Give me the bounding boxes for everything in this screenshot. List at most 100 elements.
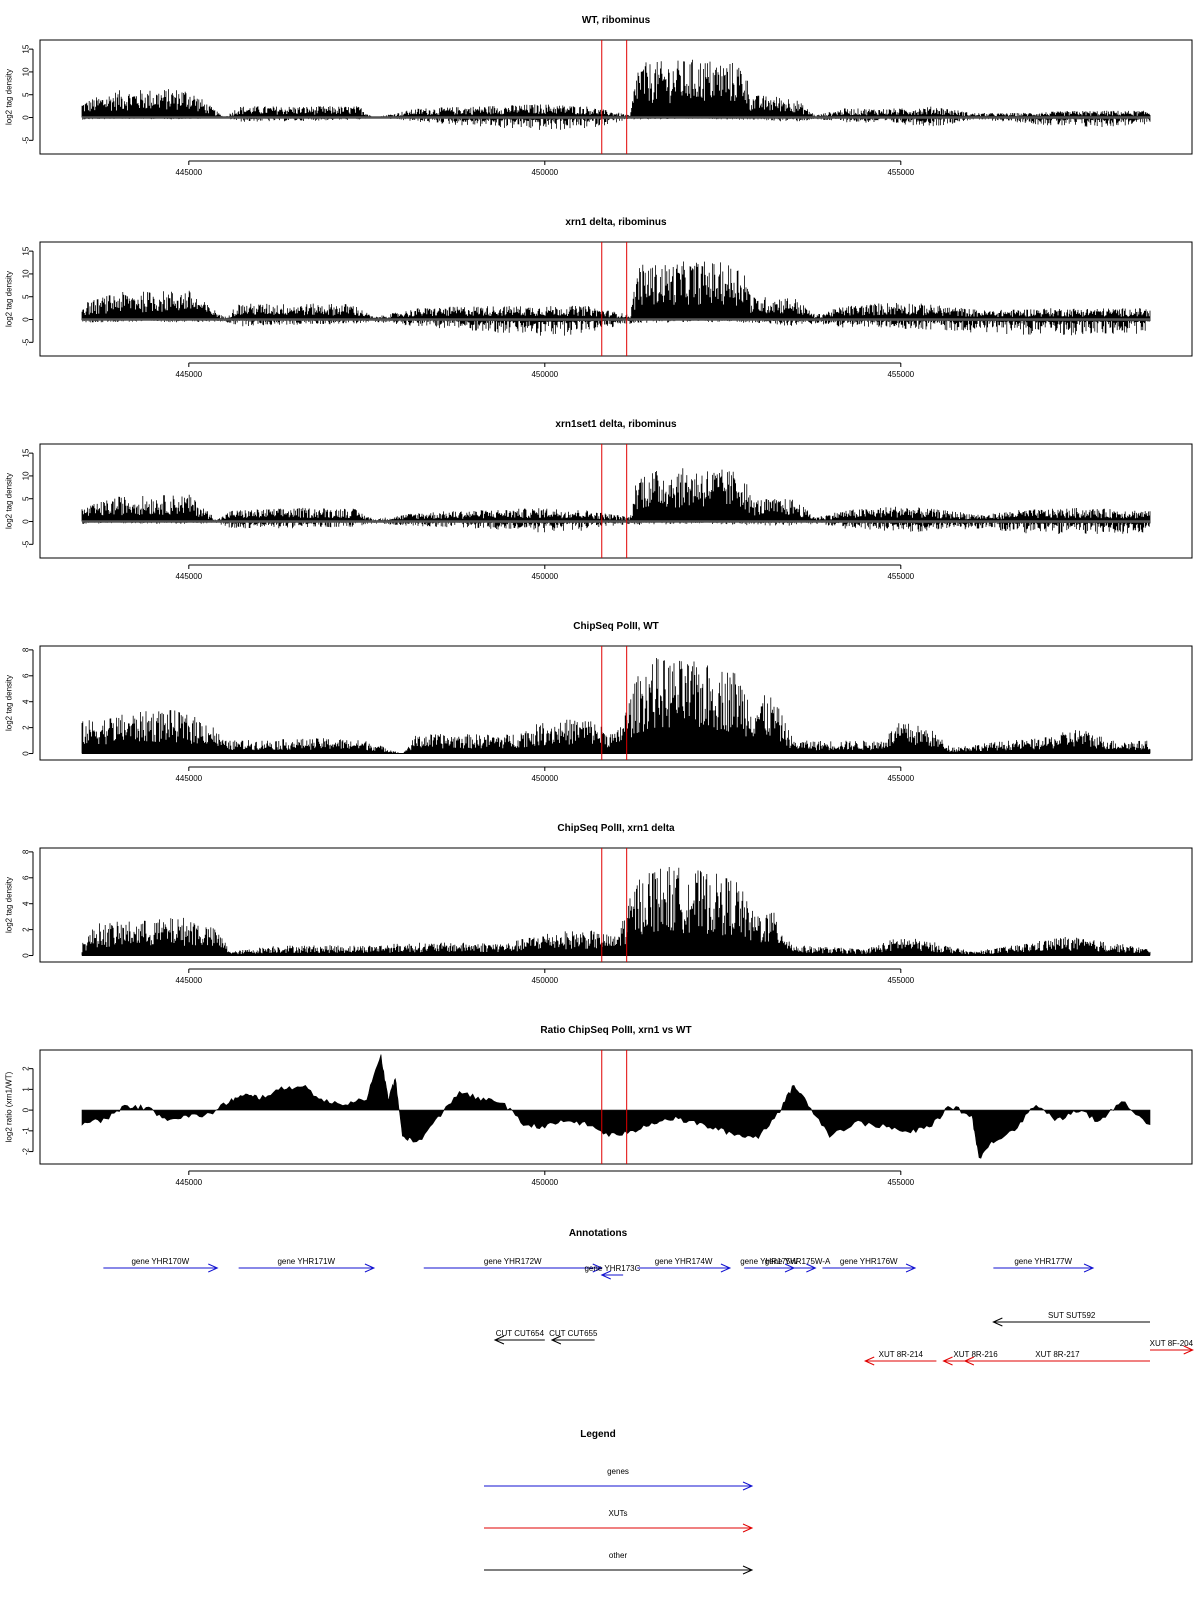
y-axis: -5 0 5 10 15	[22, 246, 34, 346]
annotation-feature: gene YHR176W	[822, 1257, 917, 1273]
panel-title: xrn1 delta, ribominus	[565, 217, 667, 228]
chart-panel-4: ChipSeq PolII, WT 0 2 4 6 8 log2 tag density 44…	[5, 621, 1193, 783]
arrow-head	[600, 1270, 611, 1280]
x-axis: 445000 450000 455000	[175, 968, 915, 985]
arrow-head	[208, 1263, 219, 1273]
data-marks	[81, 646, 1151, 760]
y-axis-label: log2 tag density	[5, 877, 14, 933]
y-tick-label: 15	[22, 448, 31, 457]
y-tick-label: 0	[22, 751, 31, 756]
y-tick-label: 10	[22, 269, 31, 278]
signal-bars	[81, 59, 1151, 130]
x-tick-label: 445000	[175, 370, 202, 379]
panel-title: WT, ribominus	[582, 15, 651, 26]
x-tick-label: 445000	[175, 774, 202, 783]
data-marks	[81, 1050, 1151, 1164]
arrow-head	[905, 1263, 917, 1273]
feature-label: gene YHR175W-A	[765, 1257, 831, 1266]
legend: Legend genes XUTs other	[484, 1429, 754, 1575]
annotation-feature: gene YHR175W-A	[765, 1257, 831, 1273]
x-tick-label: 445000	[175, 168, 202, 177]
plot-frame	[39, 241, 1193, 357]
y-axis: -5 0 5 10 15	[22, 44, 34, 144]
ratio-area	[81, 1054, 1151, 1159]
y-tick-label: 10	[22, 67, 31, 76]
feature-label: gene YHR176W	[840, 1257, 898, 1266]
x-tick-label: 450000	[531, 572, 558, 581]
x-tick-label: 445000	[175, 1178, 202, 1187]
y-tick-label: 4	[22, 901, 31, 906]
y-tick-label: 8	[22, 849, 31, 854]
x-tick-label: 450000	[531, 168, 558, 177]
x-axis: 445000 450000 455000	[175, 564, 915, 581]
arrow-head	[992, 1317, 1003, 1327]
panel-title: xrn1set1 delta, ribominus	[555, 419, 677, 430]
annotation-feature: gene YHR177W	[993, 1257, 1095, 1273]
chart-panel-5: ChipSeq PolII, xrn1 delta 0 2 4 6 8 log2 tag d…	[5, 823, 1193, 985]
feature-label: CUT CUT655	[549, 1329, 598, 1338]
y-tick-label: 2	[22, 927, 31, 932]
y-tick-label: 2	[22, 725, 31, 730]
y-tick-label: -5	[22, 136, 31, 144]
annotation-feature: XUT 8R-217	[963, 1350, 1150, 1366]
annotation-feature: XUT 8R-216	[942, 1350, 1008, 1366]
legend-label: other	[609, 1551, 628, 1560]
y-axis: 0 2 4 6 8	[22, 647, 34, 756]
feature-label: gene YHR173C	[584, 1264, 640, 1273]
y-tick-label: 0	[22, 1107, 31, 1112]
y-tick-label: -2	[22, 1147, 31, 1155]
x-tick-label: 450000	[531, 976, 558, 985]
legend-label: XUTs	[608, 1509, 627, 1518]
x-tick-label: 455000	[887, 370, 914, 379]
legend-item-gene: genes	[484, 1467, 754, 1491]
feature-label: gene YHR177W	[1014, 1257, 1072, 1266]
x-tick-label: 450000	[531, 1178, 558, 1187]
legend-title: Legend	[580, 1429, 616, 1440]
arrow-head	[364, 1263, 376, 1273]
feature-label: XUT 8R-214	[879, 1350, 924, 1359]
y-tick-label: 5	[22, 92, 31, 97]
y-tick-label: 6	[22, 875, 31, 880]
x-tick-label: 450000	[531, 370, 558, 379]
y-tick-label: 6	[22, 673, 31, 678]
feature-label: XUT 8F-204	[1150, 1339, 1194, 1348]
arrow-head	[1183, 1345, 1194, 1355]
arrow-head	[806, 1263, 817, 1273]
arrow-head	[963, 1356, 975, 1366]
annotation-feature: XUT 8R-214	[863, 1350, 937, 1366]
x-tick-label: 455000	[887, 774, 914, 783]
y-tick-label: -5	[22, 540, 31, 548]
y-axis: -5 0 5 10 15	[22, 448, 34, 548]
feature-label: XUT 8R-216	[953, 1350, 998, 1359]
y-axis-label: log2 ratio (xrn1/WT)	[5, 1071, 14, 1142]
x-tick-label: 455000	[887, 976, 914, 985]
annotation-feature: gene YHR171W	[238, 1257, 376, 1273]
data-marks	[81, 848, 1151, 962]
annotation-feature: CUT CUT654	[493, 1329, 545, 1345]
x-tick-label: 455000	[887, 572, 914, 581]
annotations-track: Annotations gene YHR170W gene YHR171W gene…	[103, 1228, 1194, 1366]
x-axis: 445000 450000 455000	[175, 160, 915, 177]
chart-panel-6: Ratio ChipSeq PolII, xrn1 vs WT -2 -1 0 1 2 lo…	[5, 1025, 1193, 1187]
y-tick-label: 10	[22, 471, 31, 480]
y-tick-label: 0	[22, 317, 31, 322]
y-tick-label: 4	[22, 699, 31, 704]
feature-label: gene YHR171W	[277, 1257, 335, 1266]
x-axis: 445000 450000 455000	[175, 1170, 915, 1187]
y-axis-label: log2 tag density	[5, 69, 14, 125]
arrow-head	[942, 1356, 953, 1366]
arrow-head	[863, 1356, 875, 1366]
annotations-title: Annotations	[569, 1228, 628, 1239]
y-axis-label: log2 tag density	[5, 271, 14, 327]
data-marks	[81, 40, 1151, 154]
x-tick-label: 450000	[531, 774, 558, 783]
y-tick-label: 0	[22, 519, 31, 524]
x-axis: 445000 450000 455000	[175, 766, 915, 783]
y-axis-label: log2 tag density	[5, 473, 14, 529]
panel-title: ChipSeq PolII, WT	[573, 621, 659, 632]
plot-frame	[39, 847, 1193, 963]
data-marks	[81, 242, 1151, 356]
feature-label: gene YHR174W	[655, 1257, 713, 1266]
feature-label: gene YHR172W	[484, 1257, 542, 1266]
